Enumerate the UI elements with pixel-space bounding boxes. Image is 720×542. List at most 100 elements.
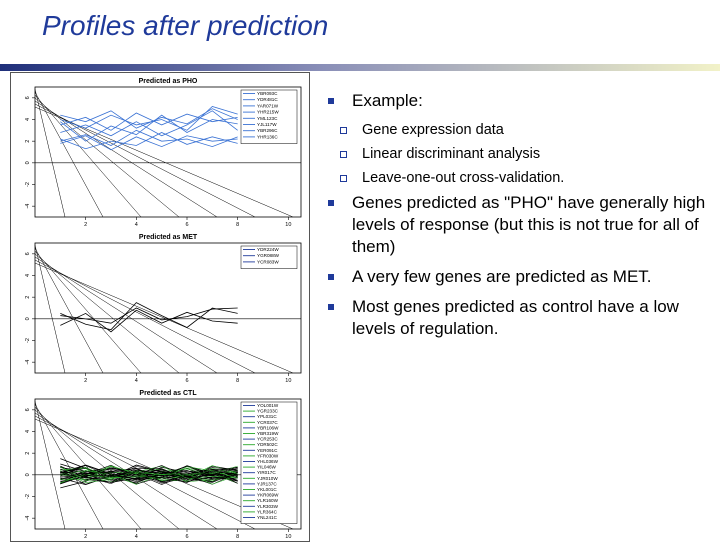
legend-label: YDR502C (257, 442, 278, 447)
sub-bullet-list: Gene expression data Linear discriminant… (328, 120, 708, 188)
reference-line (34, 100, 218, 218)
legend-label: YNL241C (257, 515, 278, 520)
y-tick-label: -4 (25, 204, 31, 209)
legend-label: YGR233C (257, 409, 279, 414)
bullet-text: Genes predicted as "PHO" have generally … (352, 193, 706, 256)
bullet-square-icon (328, 304, 334, 310)
x-tick-label: 6 (185, 534, 188, 540)
x-tick-label: 6 (185, 222, 188, 228)
y-tick-label: 0 (25, 473, 31, 476)
y-tick-label: -2 (25, 338, 31, 343)
legend-label: YAR071W (257, 103, 279, 108)
y-tick-label: -2 (25, 182, 31, 187)
plot-frame (34, 398, 302, 530)
chart-title: Predicted as CTL (139, 390, 197, 397)
y-tick-label: 6 (25, 96, 31, 99)
legend-label: YBR106W (257, 425, 279, 430)
sub-bullet-hollow-square-icon (340, 175, 347, 182)
series-line-band (60, 465, 238, 483)
reference-line (34, 253, 180, 374)
legend-label: YGR088W (257, 253, 280, 258)
legend-label: YCR083W (257, 259, 279, 264)
bullet-square-icon (328, 200, 334, 206)
chart-title: Predicted as PHO (139, 78, 198, 85)
legend-label: YBR296C (257, 128, 278, 133)
x-tick-label: 10 (285, 534, 291, 540)
y-tick-label: 0 (25, 317, 31, 320)
sub-bullet-item: Gene expression data (328, 120, 708, 140)
legend-label: YDR224W (257, 247, 279, 252)
bullet-text: Example: (352, 91, 423, 110)
bullet-text: Most genes predicted as control have a l… (352, 297, 679, 338)
chart-title: Predicted as MET (139, 234, 198, 241)
series-line-band (60, 464, 238, 483)
slide-title: Profiles after prediction (42, 10, 329, 41)
y-tick-label: 4 (25, 274, 31, 277)
reference-line (34, 262, 294, 374)
legend-label: YBR093C (257, 91, 278, 96)
legend-box (240, 245, 298, 269)
x-tick-label: 6 (185, 378, 188, 384)
legend-label: YKL001C (257, 487, 277, 492)
y-tick-label: 0 (25, 161, 31, 164)
series-line-band (60, 466, 238, 485)
series-line-yhr136c (60, 129, 238, 148)
bullet-list: Example: Gene expression data Linear dis… (328, 90, 708, 348)
reference-line (34, 406, 142, 530)
legend-label: YER091C (257, 448, 278, 453)
reference-line (34, 247, 104, 374)
legend-label: YJR010W (257, 476, 278, 481)
legend-label: YBR319W (257, 431, 279, 436)
bullet-text: A very few genes are predicted as MET. (352, 267, 652, 286)
reference-line (34, 256, 218, 374)
legend-label: YHR215W (257, 110, 279, 115)
legend-box (240, 89, 298, 144)
legend-label: YFR030W (257, 453, 279, 458)
legend-label: YKR069W (257, 493, 279, 498)
sub-bullet-text: Gene expression data (362, 122, 504, 138)
series-line-ycr083w (60, 307, 238, 324)
y-tick-label: -4 (25, 516, 31, 521)
y-tick-label: 2 (25, 140, 31, 143)
x-tick-label: 2 (84, 534, 87, 540)
series-line-ygr088w (60, 309, 238, 333)
series-line-yml123c (60, 135, 238, 151)
reference-line (34, 250, 142, 374)
y-tick-label: 2 (25, 296, 31, 299)
legend-label: YLR303W (257, 504, 279, 509)
legend-label: YDR481C (257, 97, 278, 102)
y-tick-label: 2 (25, 452, 31, 455)
prediction-figure: Predicted as PHO -4 -2 0 2 4 6 2 4 6 8 10 YBR093C YDR… (10, 72, 310, 542)
legend-label: YOL001W (257, 403, 279, 408)
x-tick-label: 10 (285, 378, 291, 384)
legend-label: YCR037C (257, 420, 278, 425)
legend-label: YLR160W (257, 498, 279, 503)
plot-frame (34, 242, 302, 374)
x-tick-label: 8 (236, 222, 239, 228)
legend-label: YHR136C (257, 134, 278, 139)
legend-label: YJL117W (257, 122, 277, 127)
legend-label: YIL046W (257, 465, 277, 470)
legend-label: YIR017C (257, 470, 276, 475)
legend-label: YLR364C (257, 509, 278, 514)
series-line-band (60, 466, 238, 485)
reference-line (34, 91, 104, 218)
y-tick-label: 4 (25, 430, 31, 433)
series-line-band (60, 466, 238, 481)
sub-bullet-text: Linear discriminant analysis (362, 146, 541, 162)
title-rule (0, 64, 720, 71)
y-tick-label: -4 (25, 360, 31, 365)
series-line-ybr296c (60, 108, 238, 129)
series-line-yjl117w (60, 132, 238, 150)
bullet-item: Most genes predicted as control have a l… (328, 296, 708, 340)
sub-bullet-text: Leave-one-out cross-validation. (362, 170, 565, 186)
x-tick-label: 2 (84, 378, 87, 384)
x-tick-label: 2 (84, 222, 87, 228)
plot-frame (34, 86, 302, 218)
bullet-square-icon (328, 98, 334, 104)
series-line-ydr224w (60, 302, 238, 331)
legend-label: YHL036W (257, 459, 279, 464)
series-line-yar071w (60, 110, 238, 137)
bullet-item: Genes predicted as "PHO" have generally … (328, 192, 708, 258)
